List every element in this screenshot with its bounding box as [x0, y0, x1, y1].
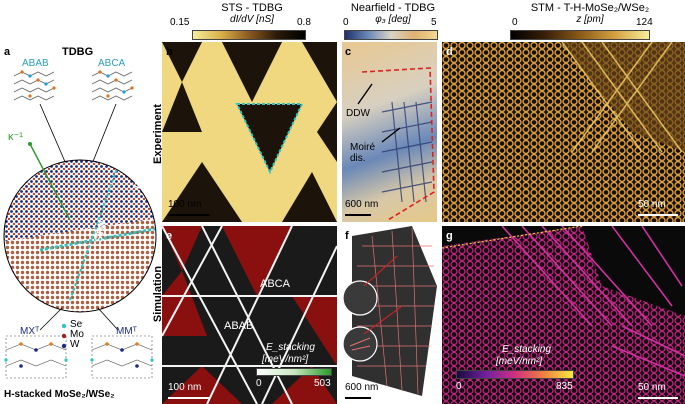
panel-e-abab: ABAB — [224, 320, 254, 332]
legend-mo: Mo — [70, 329, 84, 340]
panel-g-eunit: [meV/nm²] — [496, 356, 543, 367]
panel-c: c DDW Moiré dis. 600 nm — [342, 42, 437, 222]
panel-c-ann-dis: dis. — [350, 153, 366, 164]
panel-g-emin: 0 — [456, 381, 462, 392]
panel-d: d 50 nm — [442, 42, 685, 222]
panel-c-scale: 600 nm — [345, 199, 379, 210]
panel-g-scalebar — [638, 397, 678, 399]
legend-se: Se — [70, 319, 83, 330]
panel-c-ann-moire: Moiré — [350, 142, 376, 153]
panel-e-abca: ABCA — [260, 278, 290, 290]
panel-g-colorbar — [456, 370, 574, 379]
panel-e-colorbar — [256, 368, 332, 376]
panel-g: g E_stacking [meV/nm²] 0 835 50 nm — [442, 226, 685, 404]
panel-d-scale: 50 nm — [638, 199, 666, 210]
panel-a-schematic — [3, 70, 157, 379]
panel-b: b 100 nm — [162, 42, 337, 222]
cbar-sts-label: dI/dV [nS] — [230, 14, 274, 25]
title-sts: STS - TDBG — [221, 2, 283, 14]
panel-e-elabel: E_stacking — [266, 342, 315, 353]
panel-a-mm: MMᵀ — [116, 326, 137, 337]
panel-g-emax: 835 — [556, 381, 573, 392]
panel-d-scalebar — [638, 214, 678, 216]
panel-a-kappa: κ⁻¹ — [8, 131, 23, 143]
panel-f-letter: f — [345, 230, 349, 242]
panel-c-letter: c — [345, 46, 352, 58]
panel-e-scalebar — [168, 397, 210, 399]
cbar-nf-min: 0 — [343, 17, 349, 28]
panel-d-letter: d — [446, 46, 453, 58]
legend-w: W — [70, 339, 80, 350]
title-stm: STM - T-H-MoSe₂/WSe₂ — [530, 2, 650, 14]
panel-g-elabel: E_stacking — [502, 344, 551, 355]
panel-e-emax: 503 — [314, 378, 331, 389]
cbar-stm — [510, 30, 650, 40]
cbar-sts-max: 0.8 — [297, 17, 311, 28]
panel-e-eunit: [meV/nm²] — [262, 354, 309, 365]
panel-a-stack-left: ABAB — [22, 58, 49, 69]
panel-g-scale: 50 nm — [638, 382, 666, 393]
cbar-stm-label: z [pm] — [576, 14, 604, 25]
cbar-sts — [192, 30, 306, 40]
panel-e-scale: 100 nm — [168, 382, 202, 393]
panel-c-ann-ddw: DDW — [346, 108, 370, 119]
panel-f-scalebar — [345, 397, 371, 399]
panel-f-scale: 600 nm — [345, 382, 379, 393]
cbar-sts-min: 0.15 — [170, 17, 190, 28]
cbar-stm-max: 124 — [636, 17, 653, 28]
panel-b-scalebar — [168, 214, 210, 216]
panel-e: e ABCA ABAB E_stacking [meV/nm²] 0 503 1… — [162, 226, 337, 404]
cbar-nf-max: 5 — [431, 17, 437, 28]
panel-a-bottom-label: H-stacked MoSe₂/WSe₂ — [4, 389, 115, 400]
panel-b-letter: b — [166, 46, 173, 58]
panel-a-letter: a — [4, 46, 11, 58]
panel-a-stack-right: ABCA — [98, 58, 126, 69]
title-nearfield: Nearfield - TDBG — [350, 2, 436, 14]
panel-a-mx: MXᵀ — [20, 326, 40, 337]
panel-g-letter: g — [446, 230, 453, 242]
panel-a-title: TDBG — [62, 46, 94, 58]
cbar-nf-label: φ₃ [deg] — [375, 14, 411, 25]
panel-e-emin: 0 — [256, 378, 262, 389]
cbar-stm-min: 0 — [512, 17, 518, 28]
cbar-nearfield — [344, 30, 438, 40]
panel-e-letter: e — [166, 230, 173, 242]
panel-b-scale: 100 nm — [168, 199, 202, 210]
panel-f: f 600 nm — [342, 226, 437, 404]
panel-c-scalebar — [345, 214, 371, 216]
